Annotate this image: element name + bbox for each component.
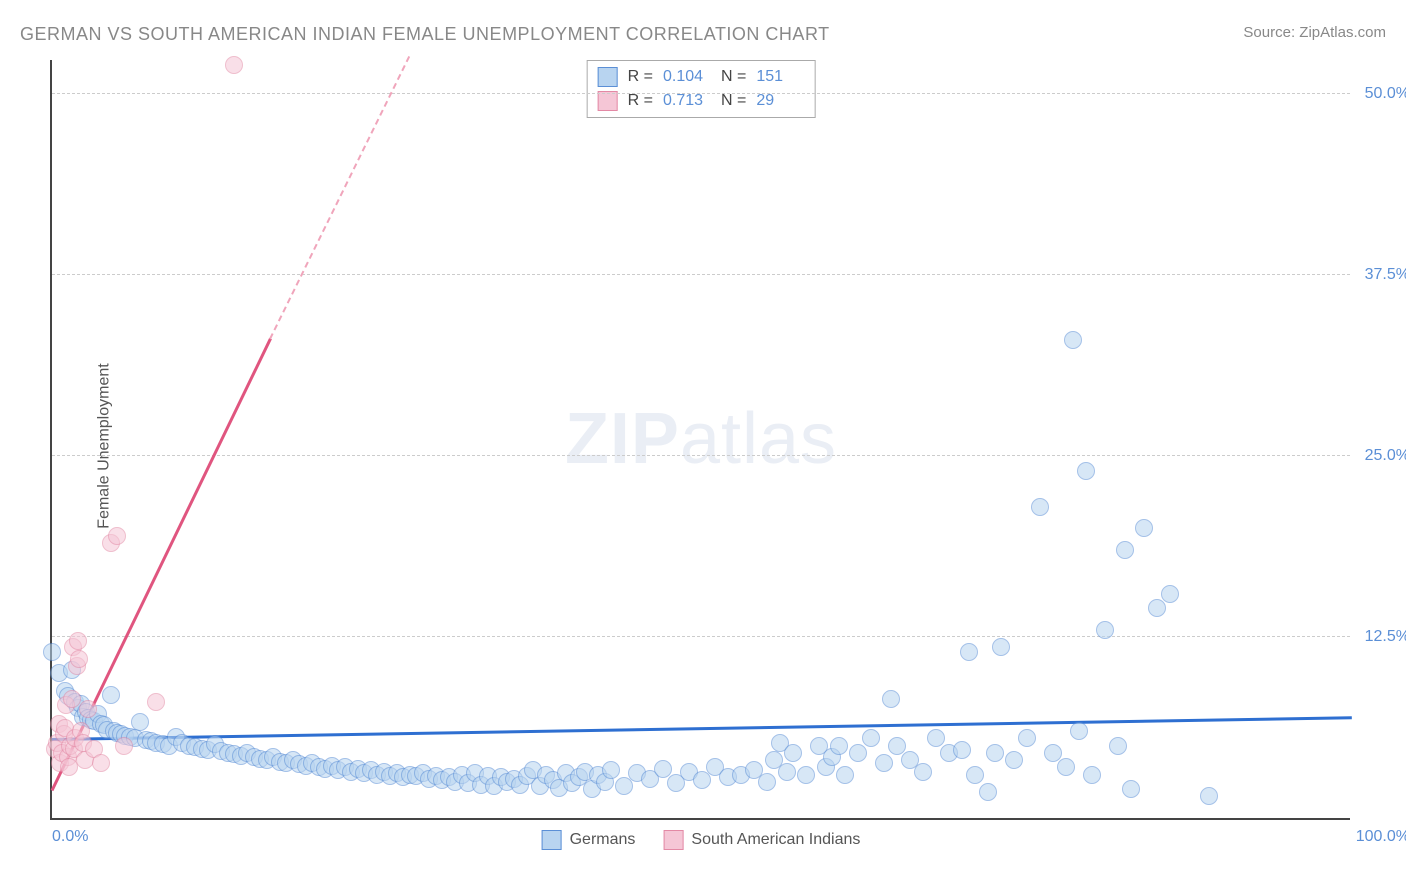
data-point xyxy=(108,527,126,545)
legend-row: R = 0.104 N = 151 xyxy=(598,65,805,89)
data-point xyxy=(1161,585,1179,603)
data-point xyxy=(875,754,893,772)
data-point xyxy=(1005,751,1023,769)
data-point xyxy=(849,744,867,762)
data-point xyxy=(914,763,932,781)
data-point xyxy=(1109,737,1127,755)
data-point xyxy=(79,700,97,718)
legend-label: Germans xyxy=(570,831,636,849)
data-point xyxy=(1200,787,1218,805)
data-point xyxy=(1070,722,1088,740)
data-point xyxy=(882,690,900,708)
data-point xyxy=(986,744,1004,762)
source-link[interactable]: ZipAtlas.com xyxy=(1299,24,1386,41)
plot-area: ZIPatlas R =0.104N =151R =0.713N =29 Ger… xyxy=(50,60,1350,820)
correlation-legend: R = 0.104 N = 151 R = 0.713 N = 29 xyxy=(587,60,816,118)
data-point xyxy=(966,766,984,784)
data-point xyxy=(836,766,854,784)
data-point xyxy=(784,744,802,762)
data-point xyxy=(1122,780,1140,798)
legend-n-value: 29 xyxy=(756,92,804,110)
data-point xyxy=(1044,744,1062,762)
data-point xyxy=(979,783,997,801)
data-point xyxy=(1116,541,1134,559)
y-tick-label: 50.0% xyxy=(1365,85,1406,103)
data-point xyxy=(1077,462,1095,480)
gridline xyxy=(52,274,1350,275)
data-point xyxy=(992,638,1010,656)
chart-title: GERMAN VS SOUTH AMERICAN INDIAN FEMALE U… xyxy=(20,24,830,45)
data-point xyxy=(1096,621,1114,639)
data-point xyxy=(602,761,620,779)
legend-label: South American Indians xyxy=(691,831,860,849)
y-tick-label: 25.0% xyxy=(1365,447,1406,465)
legend-r-label: R = xyxy=(628,92,653,110)
legend-n-label: N = xyxy=(721,68,746,86)
gridline xyxy=(52,93,1350,94)
legend-swatch xyxy=(598,67,618,87)
legend-item: South American Indians xyxy=(663,830,860,850)
data-point xyxy=(1135,519,1153,537)
data-point xyxy=(63,690,81,708)
data-point xyxy=(1083,766,1101,784)
gridline xyxy=(52,636,1350,637)
data-point xyxy=(758,773,776,791)
data-point xyxy=(147,693,165,711)
x-tick-label: 100.0% xyxy=(1356,828,1406,846)
gridline xyxy=(52,455,1350,456)
legend-n-value: 151 xyxy=(756,68,804,86)
legend-r-value: 0.713 xyxy=(663,92,711,110)
legend-r-value: 0.104 xyxy=(663,68,711,86)
data-point xyxy=(797,766,815,784)
data-point xyxy=(70,650,88,668)
data-point xyxy=(102,686,120,704)
data-point xyxy=(888,737,906,755)
data-point xyxy=(862,729,880,747)
data-point xyxy=(960,643,978,661)
data-point xyxy=(1148,599,1166,617)
data-point xyxy=(1057,758,1075,776)
legend-swatch xyxy=(663,830,683,850)
watermark-bold: ZIP xyxy=(565,399,680,479)
data-point xyxy=(43,643,61,661)
legend-item: Germans xyxy=(542,830,636,850)
data-point xyxy=(1064,331,1082,349)
data-point xyxy=(92,754,110,772)
y-tick-label: 12.5% xyxy=(1365,628,1406,646)
series-legend: Germans South American Indians xyxy=(542,830,861,850)
watermark: ZIPatlas xyxy=(565,398,837,480)
y-tick-label: 37.5% xyxy=(1365,266,1406,284)
source-label: Source: xyxy=(1243,24,1295,41)
data-point xyxy=(830,737,848,755)
watermark-rest: atlas xyxy=(680,399,837,479)
legend-r-label: R = xyxy=(628,68,653,86)
legend-swatch xyxy=(542,830,562,850)
data-point xyxy=(654,760,672,778)
data-point xyxy=(131,713,149,731)
trend-line xyxy=(52,717,1352,742)
data-point xyxy=(927,729,945,747)
data-point xyxy=(1031,498,1049,516)
x-tick-label: 0.0% xyxy=(52,828,88,846)
data-point xyxy=(115,737,133,755)
source-attribution: Source: ZipAtlas.com xyxy=(1243,24,1386,41)
data-point xyxy=(225,56,243,74)
legend-n-label: N = xyxy=(721,92,746,110)
data-point xyxy=(69,632,87,650)
trend-line xyxy=(269,57,410,340)
data-point xyxy=(778,763,796,781)
data-point xyxy=(953,741,971,759)
chart-container: GERMAN VS SOUTH AMERICAN INDIAN FEMALE U… xyxy=(0,0,1406,892)
data-point xyxy=(1018,729,1036,747)
